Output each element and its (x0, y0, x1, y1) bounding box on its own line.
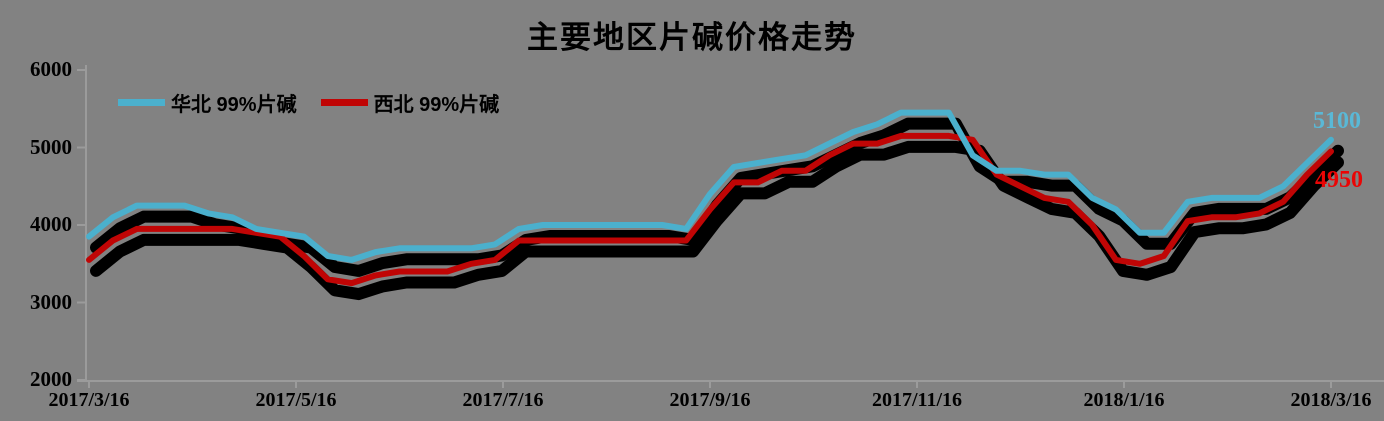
xibei-price-line (86, 132, 1334, 287)
huabei-line-swatch (118, 99, 165, 106)
x-tick-label-2017-11-16: 2017/11/16 (871, 389, 962, 411)
xibei-line-shadow (90, 140, 1344, 301)
x-tick-label-2017-3-16: 2017/3/16 (48, 389, 130, 411)
y-tick-label-4000: 4000 (30, 212, 72, 236)
y-tick-label-5000: 5000 (30, 135, 72, 159)
x-axis (77, 380, 1384, 388)
legend-item-xibei: 西北 99%片碱 (320, 88, 500, 117)
y-tick-label-3000: 3000 (30, 290, 72, 314)
y-axis (77, 65, 87, 381)
x-tick-label-2017-5-16: 2017/5/16 (255, 389, 337, 411)
x-tick-label-2018-3-16: 2018/3/16 (1290, 389, 1372, 411)
xibei-legend-label: 西北 99%片碱 (373, 94, 500, 116)
series-layer (86, 109, 1344, 301)
huabei-price-line (86, 109, 1334, 263)
x-tick-label-2017-7-16: 2017/7/16 (462, 389, 544, 411)
xibei-end-value-label: 4950 (1315, 167, 1363, 193)
x-tick-label-2018-1-16: 2018/1/16 (1083, 389, 1165, 411)
y-tick-label-6000: 6000 (30, 57, 72, 81)
legend-item-huabei: 华北 99%片碱 (118, 88, 297, 117)
x-tick-label-2017-9-16: 2017/9/16 (669, 389, 751, 411)
chart-title: 主要地区片碱价格走势 (527, 20, 857, 55)
huabei-legend-label: 华北 99%片碱 (171, 94, 297, 116)
legend: 华北 99%片碱 西北 99%片碱 (118, 88, 523, 117)
y-tick-label-2000: 2000 (30, 367, 72, 391)
xibei-line-swatch (320, 99, 368, 106)
huabei-end-value-label: 5100 (1313, 108, 1361, 134)
